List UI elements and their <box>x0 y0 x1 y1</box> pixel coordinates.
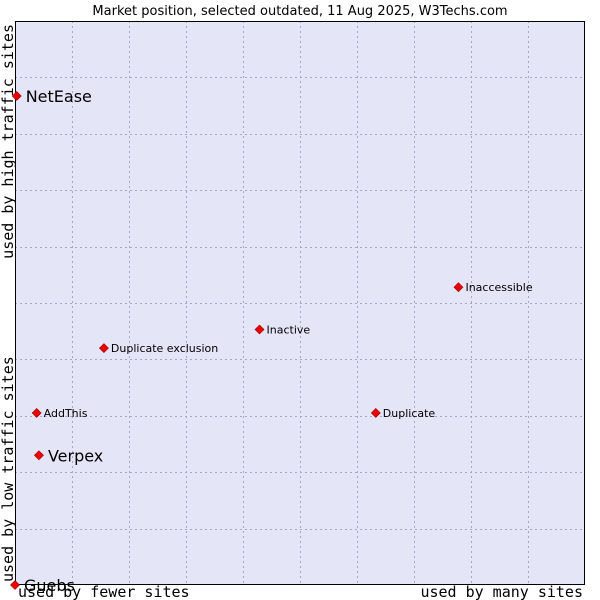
chart-title: Market position, selected outdated, 11 A… <box>92 4 507 19</box>
point-label-inaccessible: Inaccessible <box>465 281 532 294</box>
plot-frame <box>15 21 585 585</box>
grid <box>15 21 585 585</box>
point-label-netease: NetEase <box>26 87 92 106</box>
point-label-duplicate-exclusion: Duplicate exclusion <box>111 342 218 355</box>
point-marker-verpex <box>34 450 44 461</box>
y-axis-label-top: used by high traffic sites <box>0 24 17 259</box>
point-marker-netease <box>11 91 22 101</box>
point-label-duplicate: Duplicate <box>383 407 436 420</box>
point-label-addthis: AddThis <box>44 407 88 420</box>
x-axis-label-right: used by many sites <box>420 583 583 600</box>
point-marker-guebs <box>10 580 20 590</box>
point-marker-addthis <box>31 408 42 418</box>
point-label-verpex: Verpex <box>48 446 103 465</box>
point-marker-inaccessible <box>453 282 464 293</box>
point-label-inactive: Inactive <box>267 324 311 337</box>
x-axis-label-left: used by fewer sites <box>18 583 190 600</box>
data-points: NetEase Inaccessible Inactive Duplicate exc… <box>10 87 533 595</box>
y-axis-label-bottom: used by low traffic sites <box>0 356 17 582</box>
point-label-guebs: Guebs <box>24 576 75 595</box>
point-marker-duplicate <box>370 408 381 418</box>
point-marker-duplicate-exclusion <box>98 343 109 354</box>
point-marker-inactive <box>254 324 265 335</box>
